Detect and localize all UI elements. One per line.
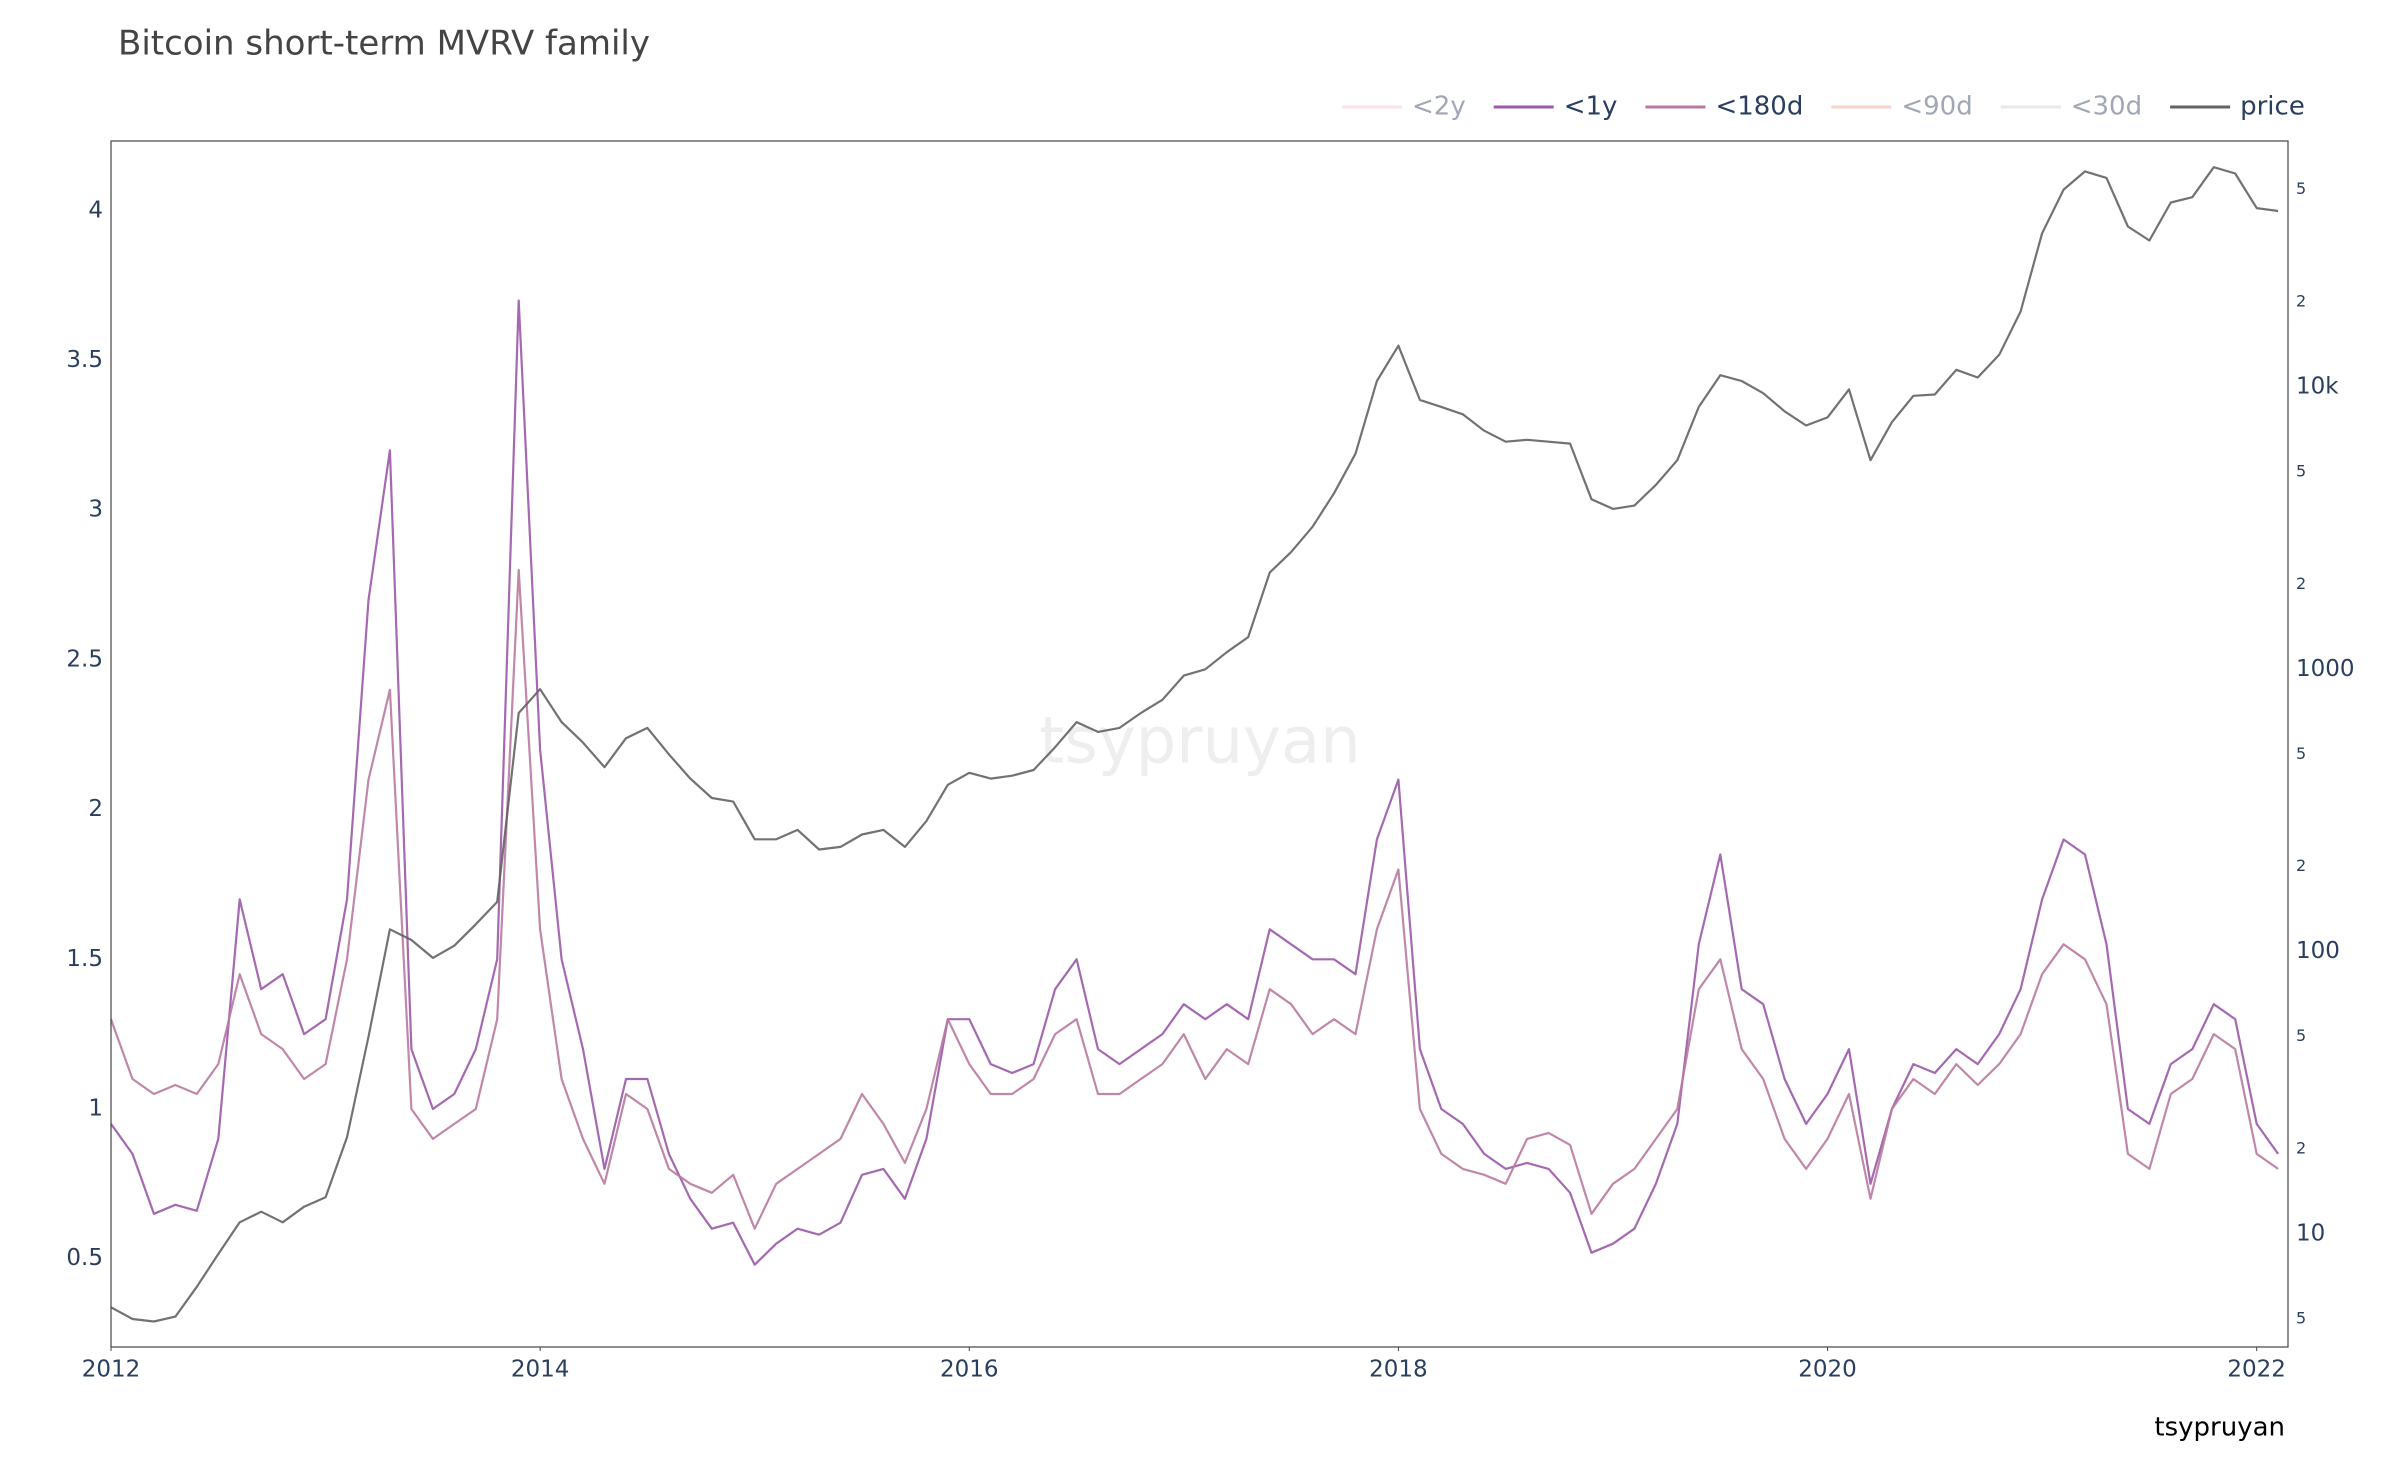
y2-tick-label: 2 bbox=[2296, 291, 2306, 310]
y2-tick-label: 1000 bbox=[2296, 656, 2355, 682]
y2-tick-label: 2 bbox=[2296, 574, 2306, 593]
legend-label[interactable]: <90d bbox=[1901, 92, 1972, 122]
x-tick-label: 2018 bbox=[1369, 1357, 1428, 1383]
y-tick-label: 0.5 bbox=[66, 1245, 103, 1271]
plot-frame bbox=[110, 140, 2289, 1348]
legend-label[interactable]: <180d bbox=[1715, 92, 1803, 122]
y2-tick-label: 100 bbox=[2296, 938, 2340, 964]
legend-label[interactable]: <30d bbox=[2071, 92, 2142, 122]
y-tick-label: 3.5 bbox=[66, 347, 103, 373]
watermark: tsypruyan bbox=[1039, 705, 1360, 779]
y2-tick-label: 5 bbox=[2296, 744, 2306, 763]
legend-label[interactable]: price bbox=[2240, 92, 2305, 122]
x-tick-label: 2020 bbox=[1798, 1357, 1857, 1383]
y-tick-label: 3 bbox=[88, 497, 103, 523]
x-tick-label: 2012 bbox=[82, 1357, 141, 1383]
x-tick-label: 2016 bbox=[940, 1357, 999, 1383]
annotation: tsypruyan bbox=[2154, 1413, 2285, 1443]
y-tick-label: 2 bbox=[88, 796, 103, 822]
series-line bbox=[109, 568, 2279, 1230]
y2-tick-label: 5 bbox=[2296, 461, 2306, 480]
x-tick-label: 2014 bbox=[511, 1357, 570, 1383]
y2-tick-label: 10 bbox=[2296, 1221, 2325, 1247]
x-tick-label: 2022 bbox=[2227, 1357, 2286, 1383]
y-tick-label: 2.5 bbox=[66, 646, 103, 672]
y-tick-label: 1 bbox=[88, 1095, 103, 1121]
y2-tick-label: 2 bbox=[2296, 1139, 2306, 1158]
chart-title: Bitcoin short-term MVRV family bbox=[118, 24, 650, 64]
y2-tick-label: 5 bbox=[2296, 179, 2306, 198]
y-tick-label: 4 bbox=[88, 197, 103, 223]
series-line bbox=[110, 166, 2279, 1323]
y2-tick-label: 2 bbox=[2296, 856, 2306, 875]
legend-label[interactable]: <1y bbox=[1564, 92, 1618, 122]
y2-tick-label: 5 bbox=[2296, 1026, 2306, 1045]
y2-tick-label: 10k bbox=[2296, 373, 2339, 399]
legend-label[interactable]: <2y bbox=[1412, 92, 1466, 122]
y2-tick-label: 5 bbox=[2296, 1309, 2306, 1328]
y-tick-label: 1.5 bbox=[66, 946, 103, 972]
series-line bbox=[110, 299, 2279, 1266]
